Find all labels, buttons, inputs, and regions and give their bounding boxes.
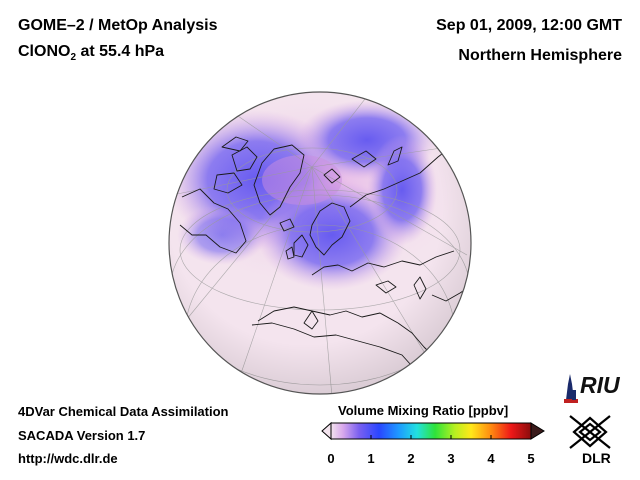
colorbar-ticks <box>330 435 532 439</box>
species-subscript: 2 <box>70 52 77 64</box>
region-label: Northern Hemisphere <box>458 47 622 64</box>
colorbar-tick-label: 5 <box>527 451 535 466</box>
globe-outline <box>168 91 472 395</box>
datetime-label: Sep 01, 2009, 12:00 GMT <box>436 17 622 34</box>
colorbar-gradient <box>330 422 532 440</box>
species-label: ClONO2 at 55.4 hPa <box>18 43 164 63</box>
colorbar-under-arrow <box>321 421 332 441</box>
species-name: ClONO <box>18 43 71 60</box>
colorbar-tick-label: 2 <box>407 451 415 466</box>
colorbar-tick-label: 1 <box>367 451 375 466</box>
colorbar-tick-label: 4 <box>487 451 495 466</box>
pressure-level: at 55.4 hPa <box>80 43 165 60</box>
map-title: GOME–2 / MetOp Analysis <box>18 17 218 34</box>
colorbar-tick-label: 0 <box>327 451 335 466</box>
colorbar-over-arrow <box>530 422 545 440</box>
source-url[interactable]: http://wdc.dlr.de <box>18 451 118 466</box>
system-name: 4DVar Chemical Data Assimilation <box>18 404 229 419</box>
globe-map <box>168 91 472 395</box>
riu-logo-icon <box>564 374 578 403</box>
colorbar-tick-label: 3 <box>447 451 455 466</box>
colorbar <box>321 421 545 441</box>
dlr-logo-text: DLR <box>582 450 611 466</box>
dlr-logo-icon <box>569 415 611 449</box>
riu-logo-text: RIU <box>580 372 620 398</box>
colorbar-title: Volume Mixing Ratio [ppbv] <box>338 403 509 418</box>
system-version: SACADA Version 1.7 <box>18 428 146 443</box>
